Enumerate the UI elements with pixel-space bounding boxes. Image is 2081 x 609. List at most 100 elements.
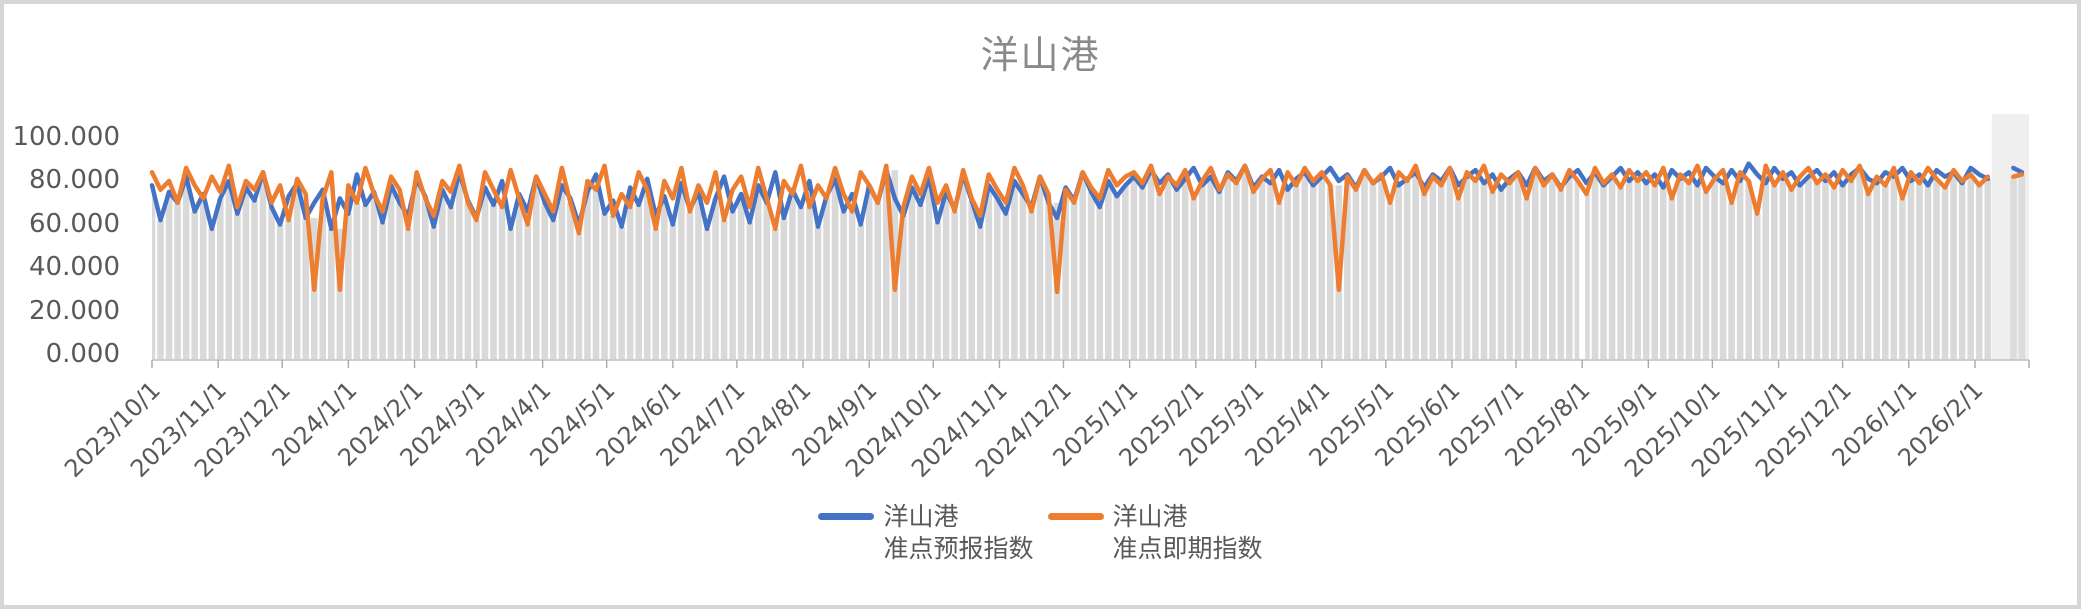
gray-bar (1045, 202, 1052, 360)
gray-bar (1173, 189, 1180, 360)
gray-bar (507, 228, 514, 360)
legend-spot-line1: 洋山港 (1112, 502, 1188, 531)
gray-bar (1412, 172, 1419, 360)
gray-bar (242, 187, 250, 360)
series-line-spot (149, 163, 1991, 295)
gray-bar (1455, 198, 1462, 360)
gray-bar (481, 187, 489, 360)
gray-bar (362, 204, 369, 360)
gray-bar (1617, 187, 1624, 360)
gray-bar (1309, 185, 1317, 360)
chart-title: 洋山港 (980, 33, 1101, 77)
gray-bar (1591, 172, 1599, 360)
legend-item-forecast[interactable]: 洋山港 准点预报指数 (818, 501, 1034, 565)
gray-bar (421, 198, 429, 360)
gray-bar (1139, 187, 1146, 360)
gray-bar (1079, 172, 1086, 360)
gray-bar (1634, 181, 1641, 360)
gray-bar (1950, 172, 1957, 360)
legend-item-spot[interactable]: 洋山港 准点即期指数 (1047, 501, 1263, 565)
legend-spot-line2: 准点即期指数 (1112, 534, 1263, 563)
gray-bar (1190, 198, 1197, 360)
gray-bar (319, 198, 327, 360)
gray-bar (626, 207, 634, 360)
gray-bar (1830, 187, 1838, 360)
gray-bar (413, 178, 420, 360)
gray-bar (1028, 211, 1035, 360)
gray-bar (464, 202, 472, 360)
y-tick-label: 100.000 (12, 121, 120, 152)
gray-bar (2018, 174, 2026, 360)
gray-bar (865, 185, 873, 360)
y-tick-label: 60.000 (29, 208, 120, 239)
legend-swatch-forecast-icon (818, 513, 875, 520)
gray-bar (1258, 178, 1266, 360)
gray-bar (959, 174, 967, 360)
gray-bar (789, 194, 796, 360)
gray-bar (1941, 187, 1949, 360)
gray-bar (1386, 202, 1394, 360)
gray-bar (1608, 176, 1616, 360)
gray-bar (259, 172, 267, 360)
gray-bar (370, 194, 378, 360)
gray-bar (823, 198, 830, 360)
gray-bar (797, 207, 805, 360)
legend-label-spot: 洋山港 准点即期指数 (1113, 501, 1263, 565)
gray-bar (1224, 174, 1232, 360)
gray-bar (345, 213, 352, 360)
gray-bar (814, 226, 822, 360)
gray-bar (1420, 194, 1428, 360)
plot-area (149, 114, 2030, 368)
gray-bar (1762, 183, 1770, 360)
gray-bar (1967, 174, 1974, 360)
gray-bar (1702, 191, 1710, 360)
gray-bar (1002, 213, 1010, 360)
gray-bar (1096, 207, 1104, 360)
gray-bar (661, 196, 668, 360)
gray-bar (387, 185, 395, 360)
gray-bar (1566, 176, 1573, 360)
gray-bar (1361, 170, 1368, 360)
gray-bar (1181, 178, 1189, 360)
gray-bar (746, 222, 753, 360)
gray-bar (404, 228, 412, 360)
gray-bar (1907, 181, 1915, 360)
gray-bar (285, 220, 292, 360)
gray-bar (1395, 185, 1402, 360)
gray-bar (550, 220, 557, 360)
gray-bar (942, 191, 950, 360)
gray-bar (1694, 185, 1701, 360)
gray-bar (883, 170, 890, 360)
gray-bar (1975, 185, 1983, 360)
gray-bar (1557, 189, 1565, 360)
gray-bar (1958, 183, 1966, 360)
gray-bar (1753, 213, 1761, 360)
gray-bar (669, 224, 677, 360)
gray-bar (575, 233, 583, 360)
gray-bar (490, 204, 497, 360)
gray-bar (1523, 198, 1530, 360)
gray-bar (1548, 174, 1556, 360)
gray-bar (1130, 176, 1138, 360)
gray-bar (524, 224, 531, 360)
gray-bar (152, 185, 156, 360)
gray-bar (1685, 183, 1693, 360)
gray-bar (703, 228, 711, 360)
gray-bar (1933, 178, 1940, 360)
gray-bar (1796, 185, 1804, 360)
gray-bar (251, 200, 258, 360)
gray-bar (293, 183, 301, 360)
gray-bar (541, 202, 549, 360)
gray-bar (1813, 183, 1821, 360)
gray-bar (1070, 202, 1078, 360)
legend-forecast-line2: 准点预报指数 (883, 534, 1034, 563)
gray-bar (720, 220, 728, 360)
gray-bar (567, 202, 574, 360)
gray-bar (584, 191, 591, 360)
gray-bar (1463, 176, 1471, 360)
gray-bar (618, 226, 625, 360)
gray-bar (1489, 191, 1496, 360)
gray-bar (1984, 178, 1992, 360)
y-tick-label: 40.000 (29, 252, 120, 282)
gray-bar (848, 211, 856, 360)
